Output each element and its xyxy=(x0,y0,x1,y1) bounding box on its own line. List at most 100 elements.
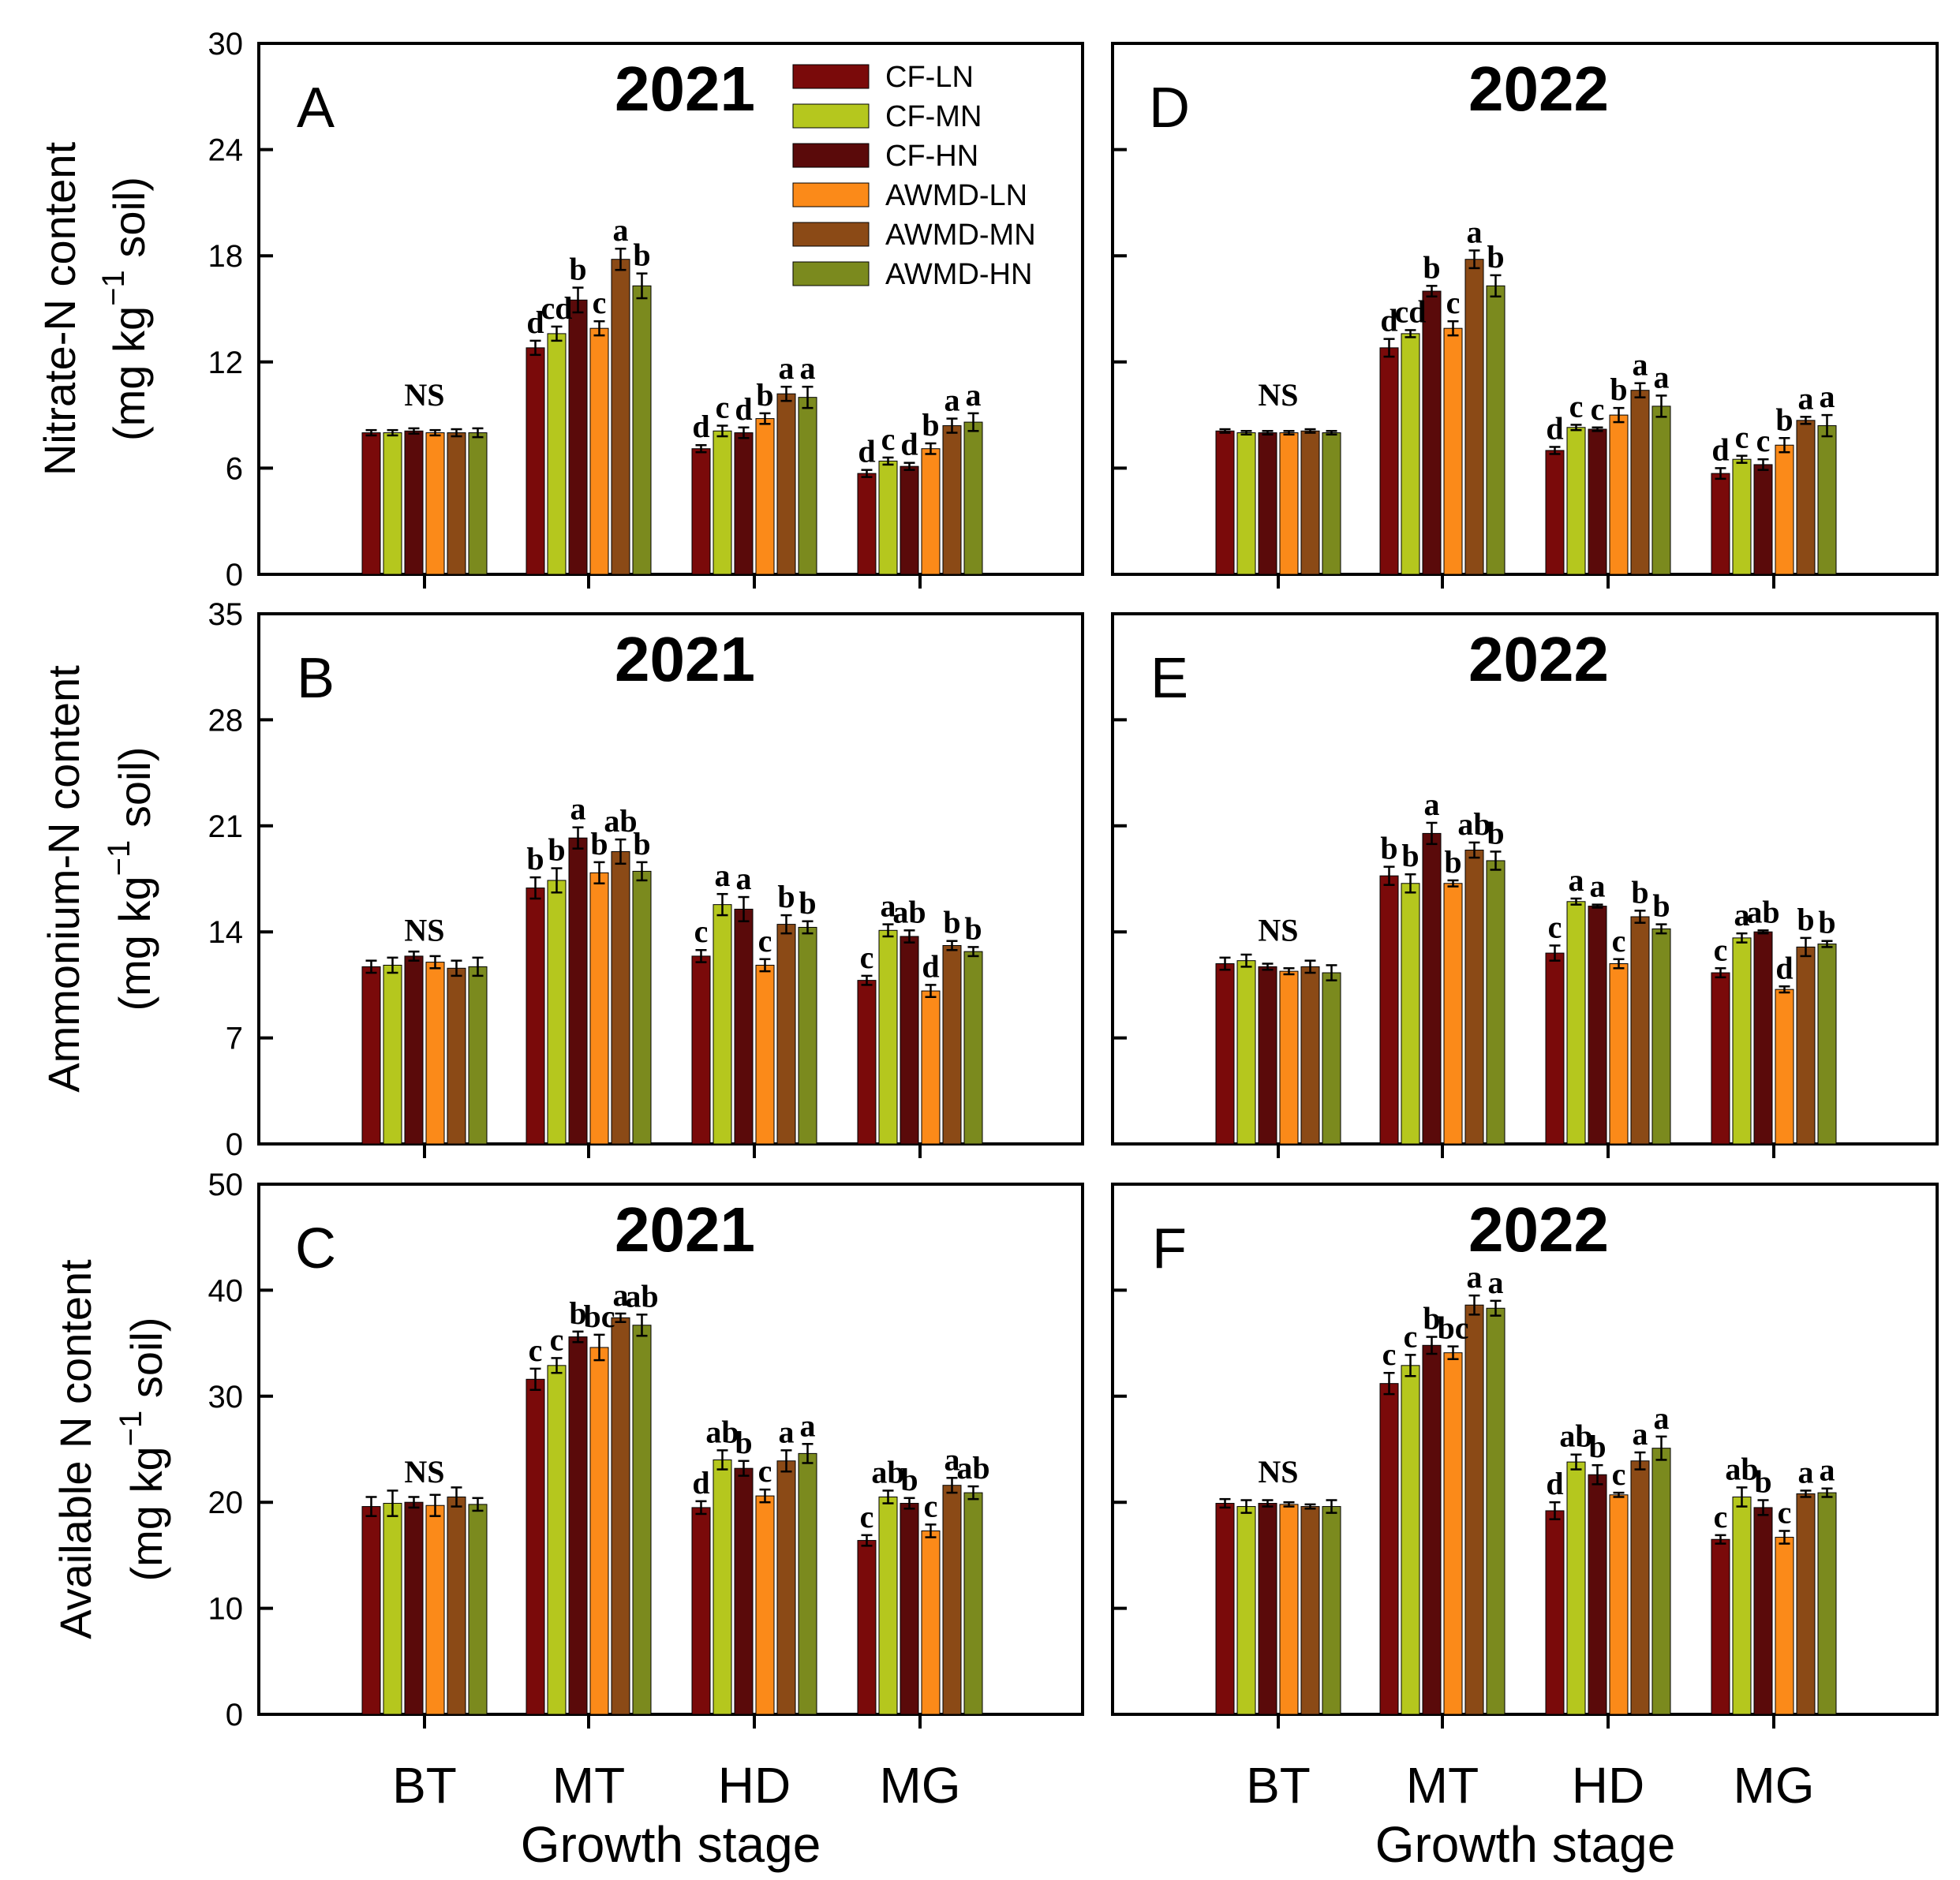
significance-label: b xyxy=(1444,844,1461,880)
bar-CF-MN-HD xyxy=(1566,427,1586,575)
error-bar xyxy=(903,929,915,944)
bar-CF-MN-HD xyxy=(713,1459,732,1715)
ns-label: NS xyxy=(1258,377,1298,413)
error-bar xyxy=(429,955,441,970)
error-bar xyxy=(1800,1489,1812,1498)
bar-CF-HN-BT xyxy=(1258,966,1277,1145)
error-bar xyxy=(946,417,958,434)
significance-label: b xyxy=(1423,1301,1440,1336)
bar-AWMD-MN-BT xyxy=(1300,1506,1320,1715)
error-bar xyxy=(1613,406,1625,424)
bar-CF-HN-MT xyxy=(568,299,588,575)
error-bar xyxy=(636,272,648,300)
y-tick-label: 20 xyxy=(208,1486,244,1520)
legend-label-CF-HN: CF-HN xyxy=(885,140,978,173)
y-tick-label: 18 xyxy=(208,239,244,274)
panel-letter: D xyxy=(1149,77,1190,140)
significance-label: c xyxy=(758,923,772,959)
bar-CF-MN-MG xyxy=(878,1496,898,1715)
bar-AWMD-LN-MT xyxy=(1443,327,1463,575)
significance-label: a xyxy=(1467,214,1483,249)
error-bar xyxy=(1821,940,1833,948)
error-bar xyxy=(615,247,627,271)
error-bar xyxy=(1262,1499,1274,1508)
error-bar xyxy=(1549,944,1561,962)
significance-label: a xyxy=(1820,379,1835,414)
bar-CF-MN-MT xyxy=(547,333,567,575)
error-bar xyxy=(716,892,728,917)
significance-label: ab xyxy=(1559,1418,1592,1454)
error-bar xyxy=(1240,953,1252,968)
error-bar xyxy=(882,923,894,938)
bar-CF-MN-BT xyxy=(1236,1506,1256,1715)
significance-label: c xyxy=(1714,932,1728,967)
error-bar xyxy=(1447,879,1459,888)
error-bar xyxy=(882,456,894,466)
bar-AWMD-LN-MT xyxy=(1443,1352,1463,1715)
panel-letter: A xyxy=(297,77,335,140)
x-tick-label-BT: BT xyxy=(1246,1757,1311,1814)
y-tick-label: 12 xyxy=(208,346,244,380)
bar-AWMD-HN-HD xyxy=(798,926,817,1145)
panel-year: 2021 xyxy=(615,624,755,694)
error-bar xyxy=(387,428,398,437)
bar-AWMD-LN-MT xyxy=(589,872,609,1145)
bar-CF-LN-MG xyxy=(1711,473,1730,575)
error-bar xyxy=(802,1443,814,1464)
legend-swatch-AWMD-HN xyxy=(792,261,870,286)
significance-label: ab xyxy=(604,803,637,839)
significance-label: b xyxy=(569,252,586,287)
significance-label: b xyxy=(1588,1429,1606,1464)
error-bar xyxy=(429,428,441,437)
error-bar xyxy=(780,1449,792,1473)
bar-AWMD-HN-MG xyxy=(1817,944,1837,1145)
bar-AWMD-MN-HD xyxy=(1630,390,1650,575)
plot-frame xyxy=(257,612,1084,1146)
error-bar xyxy=(1821,1487,1833,1498)
plot-frame xyxy=(257,42,1084,576)
significance-label: a xyxy=(1488,1265,1504,1300)
x-tick-label-MT: MT xyxy=(552,1757,625,1814)
error-bar xyxy=(472,427,484,439)
ns-label: NS xyxy=(404,377,444,413)
significance-label: b xyxy=(777,879,795,914)
bar-CF-LN-BT xyxy=(1215,963,1235,1145)
error-bar xyxy=(1634,910,1646,924)
significance-label: c xyxy=(1714,1499,1728,1534)
bar-CF-LN-HD xyxy=(1545,952,1565,1145)
legend-label-AWMD-HN: AWMD-HN xyxy=(885,258,1032,291)
significance-label: cd xyxy=(541,290,573,326)
error-bar xyxy=(1634,1451,1646,1471)
y-tick-label: 10 xyxy=(208,1592,244,1627)
error-bar xyxy=(1468,249,1480,270)
significance-label: b xyxy=(900,1462,918,1497)
bar-CF-HN-MT xyxy=(1422,832,1442,1145)
legend-swatch-CF-MN xyxy=(792,103,870,129)
error-bar xyxy=(716,1449,728,1471)
bar-AWMD-HN-MG xyxy=(1817,425,1837,575)
significance-label: a xyxy=(1654,359,1670,394)
bar-AWMD-LN-HD xyxy=(755,418,775,575)
bar-AWMD-LN-HD xyxy=(755,1495,775,1715)
error-bar xyxy=(1715,1534,1726,1545)
bar-CF-LN-MT xyxy=(1379,875,1399,1145)
error-bar xyxy=(1736,932,1748,944)
bar-CF-HN-HD xyxy=(1588,1474,1607,1715)
error-bar xyxy=(759,958,771,973)
bar-AWMD-HN-HD xyxy=(1651,406,1671,575)
error-bar xyxy=(451,428,462,438)
bar-CF-HN-HD xyxy=(734,432,754,575)
significance-label: a xyxy=(715,858,731,893)
legend-label-AWMD-LN: AWMD-LN xyxy=(885,179,1027,212)
bar-CF-MN-MG xyxy=(878,460,898,575)
bar-AWMD-LN-MG xyxy=(1775,444,1794,575)
error-bar xyxy=(1779,437,1790,454)
bar-CF-HN-BT xyxy=(404,430,424,575)
bar-AWMD-HN-BT xyxy=(1322,1506,1341,1715)
bar-AWMD-LN-MG xyxy=(921,1530,941,1715)
legend: CF-LN CF-MN CF-HN AWMD-LN AWMD-MN AWMD-HN xyxy=(792,61,1036,291)
error-bar xyxy=(1549,446,1561,455)
error-bar xyxy=(1405,329,1416,338)
bar-CF-HN-HD xyxy=(1588,906,1607,1145)
